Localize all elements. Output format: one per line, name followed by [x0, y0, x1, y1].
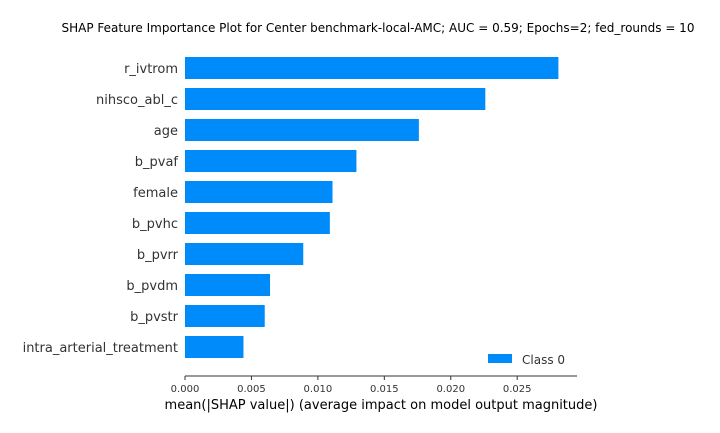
category-label-b_pvhc: b_pvhc — [132, 217, 178, 232]
bar-female — [185, 181, 333, 203]
bar-group — [185, 57, 559, 358]
x-axis-ticks: 0.000 0.005 0.010 0.015 0.020 0.025 — [171, 376, 532, 395]
legend-label: Class 0 — [522, 353, 565, 367]
x-tick-label: 0.000 — [171, 384, 200, 395]
category-label-b_pvaf: b_pvaf — [135, 155, 179, 170]
category-label-b_pvdm: b_pvdm — [126, 279, 178, 294]
bar-intra_arterial_treatment — [185, 336, 244, 358]
x-tick-label: 0.005 — [237, 384, 266, 395]
legend-swatch — [488, 354, 512, 363]
category-label-r_ivtrom: r_ivtrom — [124, 62, 178, 77]
bar-b_pvdm — [185, 274, 271, 296]
bar-r_ivtrom — [185, 57, 559, 79]
x-tick-label: 0.010 — [304, 384, 333, 395]
bar-nihsco_abl_c — [185, 88, 486, 110]
bar-age — [185, 119, 419, 141]
category-label-intra_arterial_treatment: intra_arterial_treatment — [23, 341, 178, 356]
category-label-female: female — [133, 186, 178, 201]
category-label-nihsco_abl_c: nihsco_abl_c — [96, 93, 178, 108]
bar-b_pvrr — [185, 243, 304, 265]
x-tick-label: 0.025 — [503, 384, 532, 395]
x-tick-label: 0.020 — [436, 384, 465, 395]
bar-b_pvhc — [185, 212, 330, 234]
legend: Class 0 — [488, 353, 565, 367]
category-label-b_pvrr: b_pvrr — [137, 248, 179, 263]
bar-b_pvstr — [185, 305, 265, 327]
chart-title: SHAP Feature Importance Plot for Center … — [62, 21, 695, 35]
category-label-b_pvstr: b_pvstr — [130, 310, 179, 325]
x-tick-label: 0.015 — [370, 384, 399, 395]
x-axis-label: mean(|SHAP value|) (average impact on mo… — [165, 398, 598, 413]
bar-b_pvaf — [185, 150, 357, 172]
category-label-age: age — [154, 124, 178, 139]
